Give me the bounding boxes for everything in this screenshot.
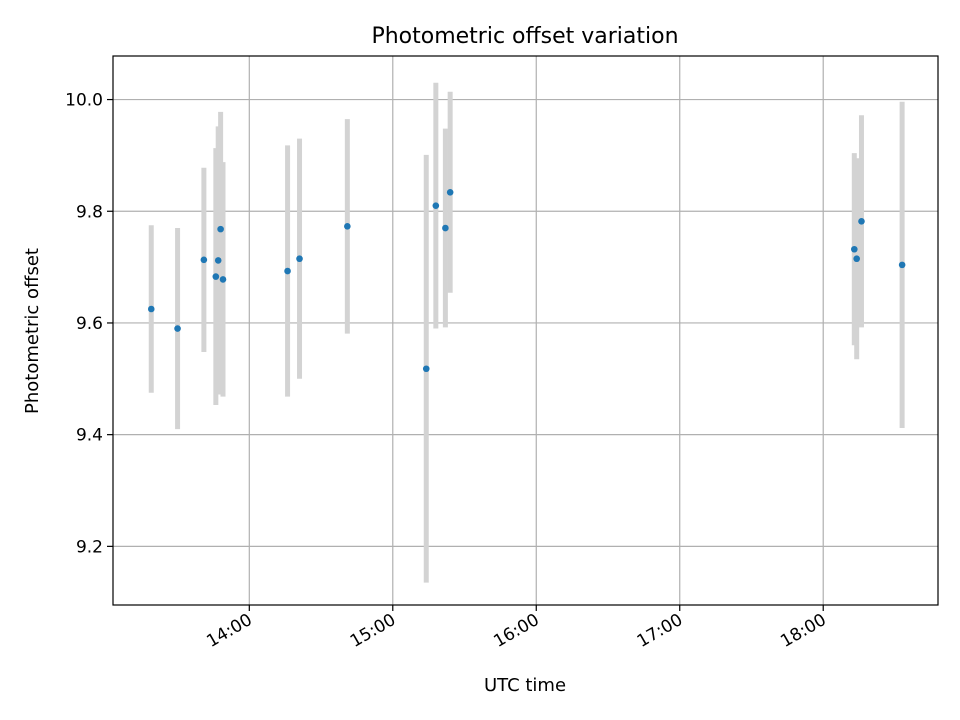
- data-point: [219, 276, 227, 283]
- data-point: [853, 255, 860, 263]
- data-point: [174, 325, 181, 332]
- chart-title: Photometric offset variation: [371, 24, 678, 49]
- y-axis-label: Photometric offset: [22, 248, 43, 414]
- y-axis-ticks: 9.2 9.4 9.6 9.8 10.0: [65, 91, 113, 557]
- data-point: [858, 218, 865, 225]
- y-tick-label: 9.4: [76, 426, 103, 446]
- error-bars: [148, 82, 905, 583]
- x-axis-ticks: 14:00 15:00 16:00 17:00 18:00: [203, 605, 830, 652]
- data-point: [296, 255, 303, 263]
- data-point: [432, 202, 440, 209]
- data-point: [212, 273, 220, 280]
- y-tick-label: 10.0: [65, 91, 103, 111]
- x-axis-label: UTC time: [484, 675, 566, 696]
- data-point: [442, 224, 449, 232]
- y-tick-label: 9.8: [76, 202, 103, 222]
- data-point: [284, 267, 291, 275]
- data-point: [851, 245, 858, 253]
- data-point: [200, 256, 208, 264]
- data-point: [446, 188, 454, 196]
- plot-frame: [112, 55, 939, 606]
- x-tick-label: 15:00: [347, 610, 399, 652]
- x-tick-label: 16:00: [490, 610, 542, 652]
- x-tick-label: 17:00: [634, 610, 686, 652]
- data-point: [422, 365, 430, 373]
- y-tick-label: 9.2: [76, 537, 103, 557]
- data-point: [344, 223, 351, 230]
- x-tick-label: 18:00: [777, 610, 829, 652]
- x-tick-label: 14:00: [203, 610, 255, 652]
- data-points: [147, 188, 906, 373]
- data-point: [147, 305, 155, 313]
- grid-lines: [113, 56, 938, 605]
- data-point: [214, 257, 222, 264]
- data-point: [217, 225, 224, 233]
- y-tick-label: 9.6: [76, 314, 103, 334]
- data-point: [898, 261, 906, 269]
